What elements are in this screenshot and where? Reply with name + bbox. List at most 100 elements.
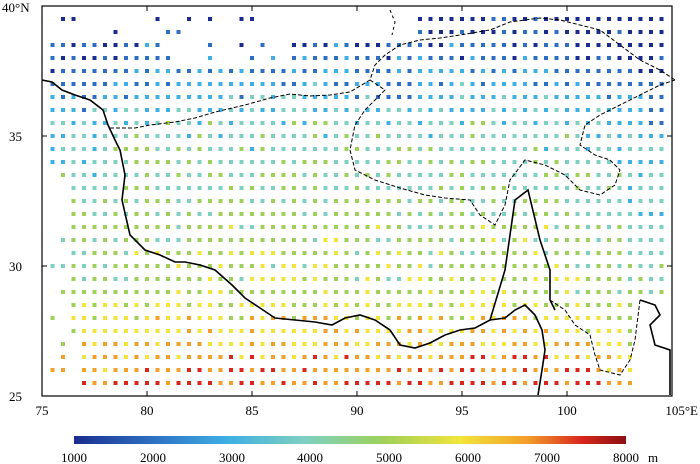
- elevation-point: [439, 264, 443, 268]
- elevation-point: [491, 290, 496, 294]
- elevation-point: [617, 355, 622, 359]
- elevation-point: [376, 186, 380, 190]
- elevation-point: [187, 173, 191, 177]
- elevation-point: [439, 82, 443, 86]
- elevation-point: [239, 134, 244, 138]
- elevation-point: [61, 290, 65, 294]
- elevation-point: [586, 30, 590, 34]
- elevation-point: [103, 134, 107, 138]
- elevation-point: [491, 368, 496, 372]
- elevation-point: [313, 303, 317, 307]
- elevation-point: [260, 264, 265, 268]
- elevation-point: [628, 303, 632, 307]
- elevation-point: [659, 30, 664, 34]
- elevation-point: [628, 173, 632, 177]
- elevation-point: [470, 160, 475, 164]
- elevation-point: [323, 329, 328, 333]
- elevation-point: [460, 43, 464, 47]
- elevation-point: [523, 290, 527, 294]
- elevation-point: [155, 316, 160, 320]
- elevation-point: [596, 342, 601, 346]
- elevation-point: [334, 56, 338, 60]
- elevation-point: [418, 329, 422, 333]
- elevation-point: [344, 238, 349, 242]
- colorbar-label-5: 6000: [455, 450, 481, 464]
- elevation-point: [575, 381, 580, 385]
- elevation-point: [155, 355, 160, 359]
- elevation-point: [334, 160, 338, 164]
- elevation-point: [617, 212, 622, 216]
- elevation-point: [208, 17, 212, 21]
- elevation-point: [533, 355, 538, 359]
- elevation-point: [586, 43, 590, 47]
- elevation-point: [218, 264, 223, 268]
- elevation-point: [439, 316, 443, 320]
- elevation-point: [544, 160, 548, 164]
- elevation-point: [449, 277, 454, 281]
- elevation-point: [491, 355, 496, 359]
- elevation-point: [365, 173, 370, 177]
- elevation-point: [344, 264, 349, 268]
- elevation-point: [638, 134, 643, 138]
- elevation-point: [586, 290, 590, 294]
- elevation-point: [229, 134, 233, 138]
- y-tick-label-3: 40°N: [2, 0, 30, 15]
- elevation-point: [512, 17, 517, 21]
- elevation-point: [71, 264, 76, 268]
- elevation-point: [166, 238, 170, 242]
- elevation-point: [470, 355, 475, 359]
- elevation-point: [617, 264, 622, 268]
- elevation-point: [397, 303, 401, 307]
- elevation-point: [407, 355, 412, 359]
- elevation-point: [103, 160, 107, 164]
- elevation-point: [628, 368, 632, 372]
- elevation-point: [145, 108, 149, 112]
- elevation-point: [397, 160, 401, 164]
- elevation-point: [197, 303, 202, 307]
- elevation-point: [428, 368, 433, 372]
- elevation-point: [365, 186, 370, 190]
- elevation-point: [218, 290, 223, 294]
- elevation-point: [302, 56, 307, 60]
- elevation-point: [92, 355, 97, 359]
- elevation-point: [439, 43, 443, 47]
- elevation-point: [103, 355, 107, 359]
- elevation-point: [565, 173, 569, 177]
- elevation-point: [292, 56, 296, 60]
- elevation-point: [491, 56, 496, 60]
- elevation-point: [502, 82, 506, 86]
- elevation-point: [323, 264, 328, 268]
- elevation-point: [596, 173, 601, 177]
- elevation-point: [271, 212, 275, 216]
- elevation-point: [376, 121, 380, 125]
- elevation-point: [145, 316, 149, 320]
- elevation-point: [376, 82, 380, 86]
- elevation-point: [617, 238, 622, 242]
- elevation-point: [502, 225, 506, 229]
- elevation-point: [124, 290, 128, 294]
- elevation-point: [61, 17, 65, 21]
- elevation-point: [187, 355, 191, 359]
- elevation-point: [187, 238, 191, 242]
- elevation-point: [386, 277, 391, 281]
- elevation-point: [617, 82, 622, 86]
- elevation-point: [554, 264, 559, 268]
- elevation-point: [407, 381, 412, 385]
- elevation-point: [134, 82, 139, 86]
- elevation-point: [229, 186, 233, 190]
- elevation-point: [334, 277, 338, 281]
- elevation-point: [386, 69, 391, 73]
- elevation-point: [61, 147, 65, 151]
- elevation-point: [596, 134, 601, 138]
- elevation-point: [103, 108, 107, 112]
- elevation-point: [61, 95, 65, 99]
- elevation-point: [355, 212, 359, 216]
- elevation-point: [187, 342, 191, 346]
- elevation-point: [512, 95, 517, 99]
- elevation-point: [229, 251, 233, 255]
- elevation-point: [533, 108, 538, 112]
- elevation-point: [554, 303, 559, 307]
- elevation-point: [229, 290, 233, 294]
- elevation-point: [334, 329, 338, 333]
